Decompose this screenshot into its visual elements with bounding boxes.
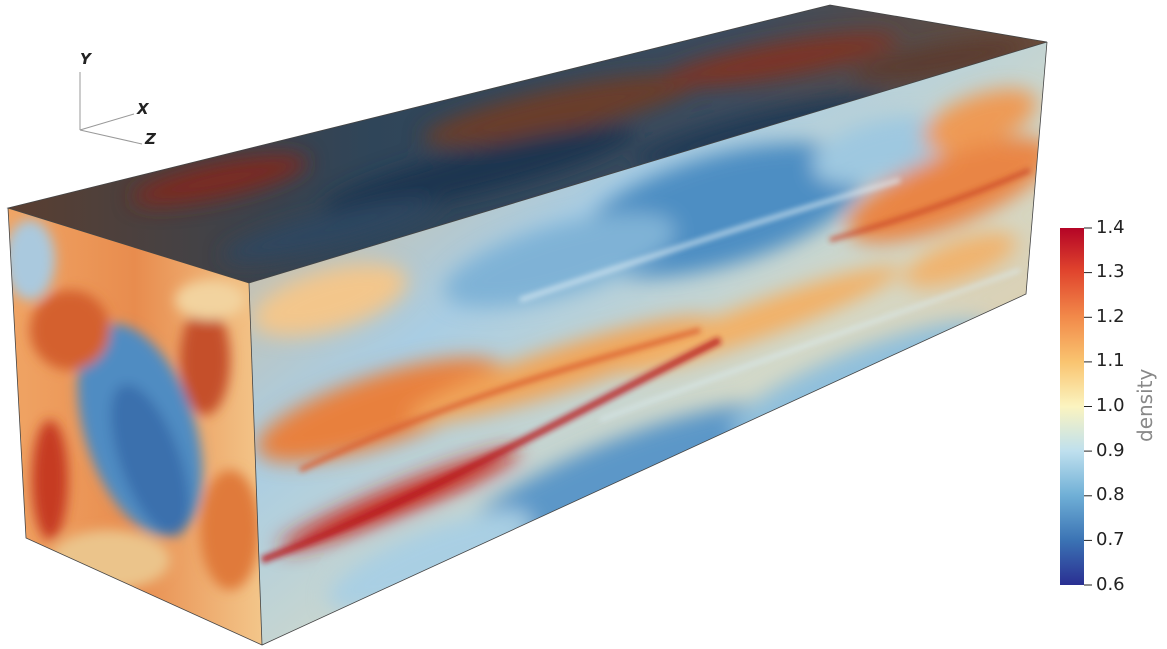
colorbar: [1060, 227, 1092, 586]
box-outline: [6, 4, 1048, 646]
colorbar-tick-label: 0.6: [1096, 574, 1125, 595]
colorbar-title: density: [1133, 368, 1157, 442]
colorbar-gradient: [1060, 228, 1084, 585]
top-face: [8, 5, 1047, 283]
colorbar-tick-label: 1.2: [1096, 306, 1125, 327]
colorbar-tick-label: 0.8: [1096, 484, 1125, 505]
colorbar-tick-label: 1.1: [1096, 350, 1125, 371]
axis-label-x: X: [137, 100, 149, 118]
axis-label-y: Y: [80, 50, 91, 68]
colorbar-tick-label: 0.9: [1096, 440, 1125, 461]
orientation-axes: [79, 72, 143, 145]
axis-label-z: Z: [145, 130, 156, 148]
colorbar-ticks: [1084, 227, 1092, 586]
colorbar-tick-label: 1.4: [1096, 217, 1125, 238]
colorbar-tick-label: 0.7: [1096, 529, 1125, 550]
colorbar-tick-label: 1.0: [1096, 395, 1125, 416]
colorbar-tick-label: 1.3: [1096, 261, 1125, 282]
